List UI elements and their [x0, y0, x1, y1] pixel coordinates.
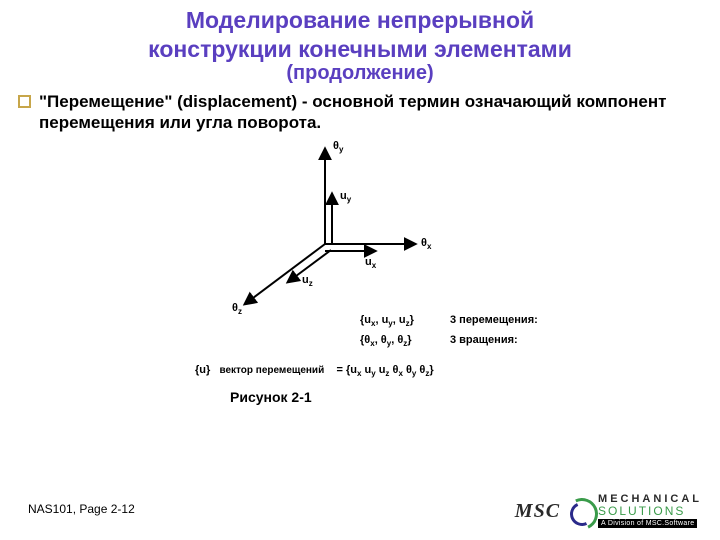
rot-set: {θx, θy, θz} [360, 334, 450, 348]
slide-subtitle: (продолжение) [0, 62, 720, 85]
logo-msc-text: MSC [515, 500, 560, 523]
bullet-square-icon [18, 95, 31, 108]
footer-logo: MSC MECHANICAL SOLUTIONS A Division of M… [515, 494, 702, 528]
component-labels: {ux, uy, uz} 3 перемещения: {θx, θy, θz}… [360, 314, 538, 354]
figure-caption: Рисунок 2-1 [230, 389, 312, 405]
vector-line: {u} вектор перемещений = {ux uy uz θx θy… [195, 364, 434, 378]
logo-division: A Division of MSC.Software [598, 519, 697, 528]
rot-text: 3 вращения: [450, 334, 518, 346]
label-theta-z: θz [232, 302, 242, 316]
logo-mech-bot: SOLUTIONS [598, 505, 685, 517]
diagram-container: θy uy θx ux uz θz {ux, uy, uz} 3 перемещ… [0, 134, 720, 394]
vec-label: вектор перемещений [219, 365, 324, 376]
slide-title: Моделирование непрерывной конструкции ко… [0, 0, 720, 64]
label-u-z: uz [302, 274, 313, 288]
title-line-1: Моделирование непрерывной [186, 7, 534, 33]
label-u-x: ux [365, 256, 376, 270]
logo-swoosh-icon [566, 498, 592, 524]
disp-text: 3 перемещения: [450, 314, 538, 326]
vec-lead: {u} [195, 364, 210, 376]
bullet-item: "Перемещение" (displacement) - основной … [0, 85, 720, 135]
bullet-text: "Перемещение" (displacement) - основной … [39, 91, 690, 135]
axes-svg [210, 134, 450, 324]
axes-diagram: θy uy θx ux uz θz [210, 134, 450, 329]
label-u-y: uy [340, 190, 351, 204]
title-line-2: конструкции конечными элементами [148, 36, 572, 62]
logo-mech-box: MECHANICAL SOLUTIONS A Division of MSC.S… [598, 494, 702, 528]
disp-set: {ux, uy, uz} [360, 314, 450, 328]
label-theta-x: θx [421, 237, 431, 251]
label-theta-y: θy [333, 140, 343, 154]
footer-page-number: NAS101, Page 2-12 [28, 502, 135, 516]
